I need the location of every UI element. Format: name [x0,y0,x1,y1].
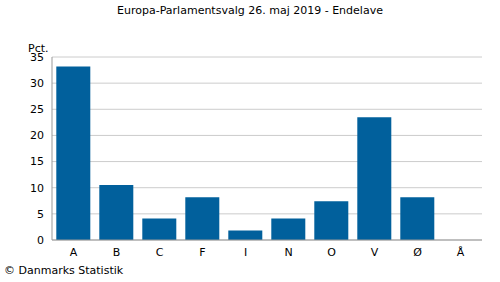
svg-text:Å: Å [457,246,465,259]
svg-text:30: 30 [30,77,44,90]
svg-text:Ø: Ø [413,246,422,259]
svg-text:35: 35 [30,51,44,64]
svg-text:15: 15 [30,155,44,168]
svg-text:A: A [70,246,78,259]
svg-text:I: I [244,246,247,259]
svg-text:O: O [327,246,336,259]
svg-text:C: C [156,246,164,259]
svg-text:B: B [113,246,121,259]
svg-text:5: 5 [37,208,44,221]
svg-text:10: 10 [30,182,44,195]
svg-text:0: 0 [37,234,44,247]
svg-text:V: V [371,246,379,259]
svg-text:N: N [284,246,292,259]
svg-text:25: 25 [30,103,44,116]
svg-text:20: 20 [30,129,44,142]
svg-text:F: F [199,246,205,259]
